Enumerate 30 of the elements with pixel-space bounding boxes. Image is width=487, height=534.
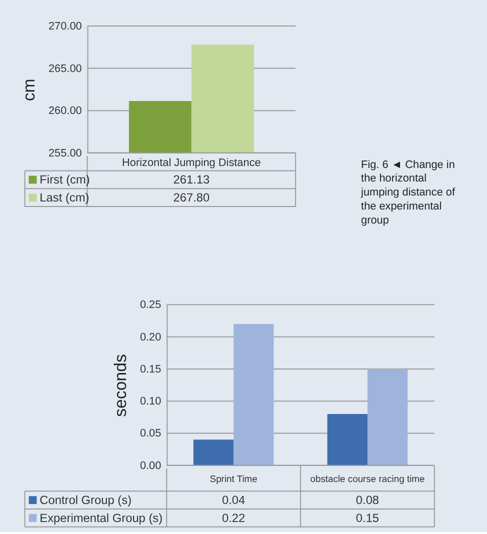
legend-label: Last (cm) [40, 190, 90, 205]
data-label: 0.15 [356, 510, 380, 525]
legend-label: Experimental Group (s) [40, 510, 163, 525]
y-axis-title: cm [20, 78, 39, 102]
data-label: 0.22 [222, 510, 246, 525]
data-label: 267.80 [173, 190, 210, 205]
y-tick-label: 0.05 [140, 428, 162, 440]
legend-label: First (cm) [40, 172, 90, 187]
y-tick-label: 0.10 [140, 396, 162, 408]
x-tick-label: Sprint Time [210, 472, 258, 484]
bar [367, 368, 408, 466]
data-label: 0.08 [356, 493, 380, 508]
y-tick-label: 0.00 [140, 460, 162, 472]
data-label: 0.04 [222, 493, 246, 508]
y-tick-label: 265.00 [48, 62, 82, 75]
bar [327, 414, 368, 466]
y-tick-label: 255.00 [48, 147, 82, 160]
y-tick-label: 0.25 [140, 299, 162, 312]
x-tick-label: obstacle course racing time [310, 472, 425, 484]
y-tick-label: 0.15 [140, 363, 162, 376]
y-tick-label: 270.00 [48, 20, 82, 32]
caption: Fig. 6 ◄ Change in the horizontal jumping distance of the experimental group [360, 158, 456, 226]
bar [193, 440, 234, 466]
data-label: 261.13 [173, 172, 210, 187]
bar [234, 324, 274, 466]
y-tick-label: 260.00 [48, 105, 82, 118]
y-tick-label: 0.20 [140, 331, 162, 344]
y-axis-title: seconds [111, 354, 130, 417]
legend-label: Control Group (s) [40, 493, 132, 508]
x-tick-label: Horizontal Jumping Distance [122, 156, 261, 169]
